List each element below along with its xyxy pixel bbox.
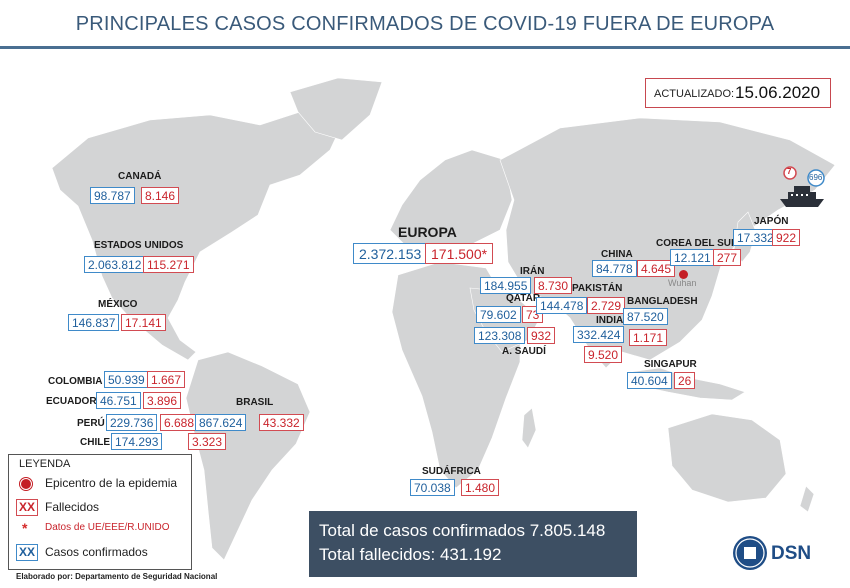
epicenter-marker (679, 270, 688, 279)
country-name-singapore: SINGAPUR (644, 359, 697, 370)
dsn-logo-text: DSN (771, 543, 812, 564)
country-name-brasil: BRASIL (236, 397, 274, 408)
deaths-pakistan: 2.729 (587, 297, 626, 314)
update-box: ACTUALIZADO: 15.06.2020 (645, 78, 831, 108)
country-name-mexico: MÉXICO (98, 299, 138, 310)
legend-confirmed: Casos confirmados (45, 545, 148, 559)
deaths-usa: 115.271 (143, 256, 194, 273)
confirmed-singapore: 40.604 (627, 372, 672, 389)
region-name-europa: EUROPA (398, 224, 457, 240)
country-name-usa: ESTADOS UNIDOS (94, 240, 184, 251)
confirmed-china: 84.778 (592, 260, 637, 277)
deaths-mexico: 17.141 (121, 314, 166, 331)
update-label: ACTUALIZADO: (654, 88, 735, 100)
country-name-chile: CHILE (80, 437, 110, 448)
legend: LEYENDA Epicentro de la epidemia XX Fall… (8, 454, 192, 570)
new-zealand-land (799, 485, 815, 513)
epicenter-name: Wuhan (668, 278, 697, 288)
deaths-india: 9.520 (584, 346, 623, 363)
deaths-brasil: 43.332 (259, 414, 304, 431)
country-name-korea: COREA DEL SUR (656, 238, 739, 249)
confirmed-mexico: 146.837 (68, 314, 120, 331)
confirmed-peru: 229.736 (106, 414, 158, 431)
country-name-colombia: COLOMBIA (48, 376, 103, 387)
cruise-ship-icon (780, 166, 825, 207)
deaths-iran: 8.730 (534, 277, 573, 294)
confirmed-chile: 174.293 (111, 433, 163, 450)
cruise-ship-group: 7 696 (778, 165, 832, 218)
country-name-southafrica: SUDÁFRICA (422, 466, 481, 477)
country-name-india: INDIA (596, 315, 624, 326)
legend-epicenter: Epicentro de la epidemia (45, 476, 178, 490)
legend-deaths-symbol: XX (16, 499, 39, 516)
legend-confirmed-symbol: XX (16, 544, 39, 561)
confirmed-saudi: 123.308 (474, 327, 526, 344)
country-name-japan: JAPÓN (754, 216, 789, 227)
greenland-land (289, 77, 383, 141)
country-name-saudi: A. SAUDÍ (502, 346, 546, 357)
legend-title: LEYENDA (19, 458, 71, 470)
credit: Elaborado por: Departamento de Seguridad… (16, 572, 218, 581)
totals-box: Total de casos confirmados 7.805.148 Tot… (309, 511, 637, 577)
deaths-japan: 922 (772, 229, 801, 246)
deaths-korea: 277 (713, 249, 742, 266)
total-confirmed: Total de casos confirmados 7.805.148 (319, 521, 606, 540)
confirmed-usa: 2.063.812 (84, 256, 146, 273)
australia-land (667, 413, 787, 503)
ship-deaths: 7 (787, 167, 792, 176)
country-name-iran: IRÁN (520, 266, 545, 277)
confirmed-canada: 98.787 (90, 187, 135, 204)
deaths-singapore: 26 (674, 372, 696, 389)
confirmed-india: 332.424 (573, 326, 625, 343)
confirmed-colombia: 50.939 (104, 371, 149, 388)
confirmed-qatar: 79.602 (476, 306, 521, 323)
epicenter-legend-icon (20, 478, 32, 490)
emblem-icon (735, 538, 765, 568)
confirmed-iran: 184.955 (480, 277, 532, 294)
legend-eu-star: * (22, 520, 28, 536)
confirmed-pakistan: 144.478 (536, 297, 588, 314)
country-name-peru: PERÚ (77, 418, 105, 429)
country-name-canada: CANADÁ (118, 171, 162, 182)
header: PRINCIPALES CASOS CONFIRMADOS DE COVID-1… (0, 0, 850, 50)
confirmed-bangladesh: 87.520 (623, 308, 668, 325)
deaths-saudi: 932 (527, 327, 556, 344)
country-name-qatar: QATAR (506, 293, 541, 304)
confirmed-southafrica: 70.038 (410, 479, 455, 496)
confirmed-japan: 17.332 (733, 229, 778, 246)
deaths-peru: 6.688 (160, 414, 199, 431)
confirmed-ecuador: 46.751 (96, 392, 141, 409)
confirmed-korea: 12.121 (670, 249, 715, 266)
confirmed-europa: 2.372.153 (353, 243, 428, 264)
north-america-land (51, 111, 346, 361)
deaths-canada: 8.146 (141, 187, 180, 204)
deaths-chile: 3.323 (188, 433, 227, 450)
deaths-southafrica: 1.480 (461, 479, 500, 496)
country-name-ecuador: ECUADOR (46, 396, 97, 407)
dsn-emblem (733, 536, 767, 570)
country-name-bangladesh: BANGLADESH (627, 296, 698, 307)
deaths-china: 4.645 (637, 260, 676, 277)
ship-confirmed: 696 (809, 173, 823, 182)
deaths-bangladesh: 1.171 (629, 329, 668, 346)
confirmed-brasil: 867.624 (195, 414, 247, 431)
country-name-china: CHINA (601, 249, 633, 260)
legend-eu: Datos de UE/EEE/R.UNIDO (45, 522, 170, 533)
deaths-colombia: 1.667 (147, 371, 186, 388)
deaths-ecuador: 3.896 (143, 392, 182, 409)
update-date: 15.06.2020 (735, 83, 821, 102)
deaths-europa: 171.500* (425, 243, 494, 264)
legend-deaths: Fallecidos (45, 500, 100, 514)
page-title: PRINCIPALES CASOS CONFIRMADOS DE COVID-1… (75, 13, 775, 35)
total-deaths: Total fallecidos: 431.192 (319, 545, 502, 564)
south-america-land (185, 351, 311, 561)
madagascar-land (521, 407, 537, 449)
header-divider (0, 46, 850, 49)
country-name-pakistan: PAKISTÁN (572, 283, 623, 294)
